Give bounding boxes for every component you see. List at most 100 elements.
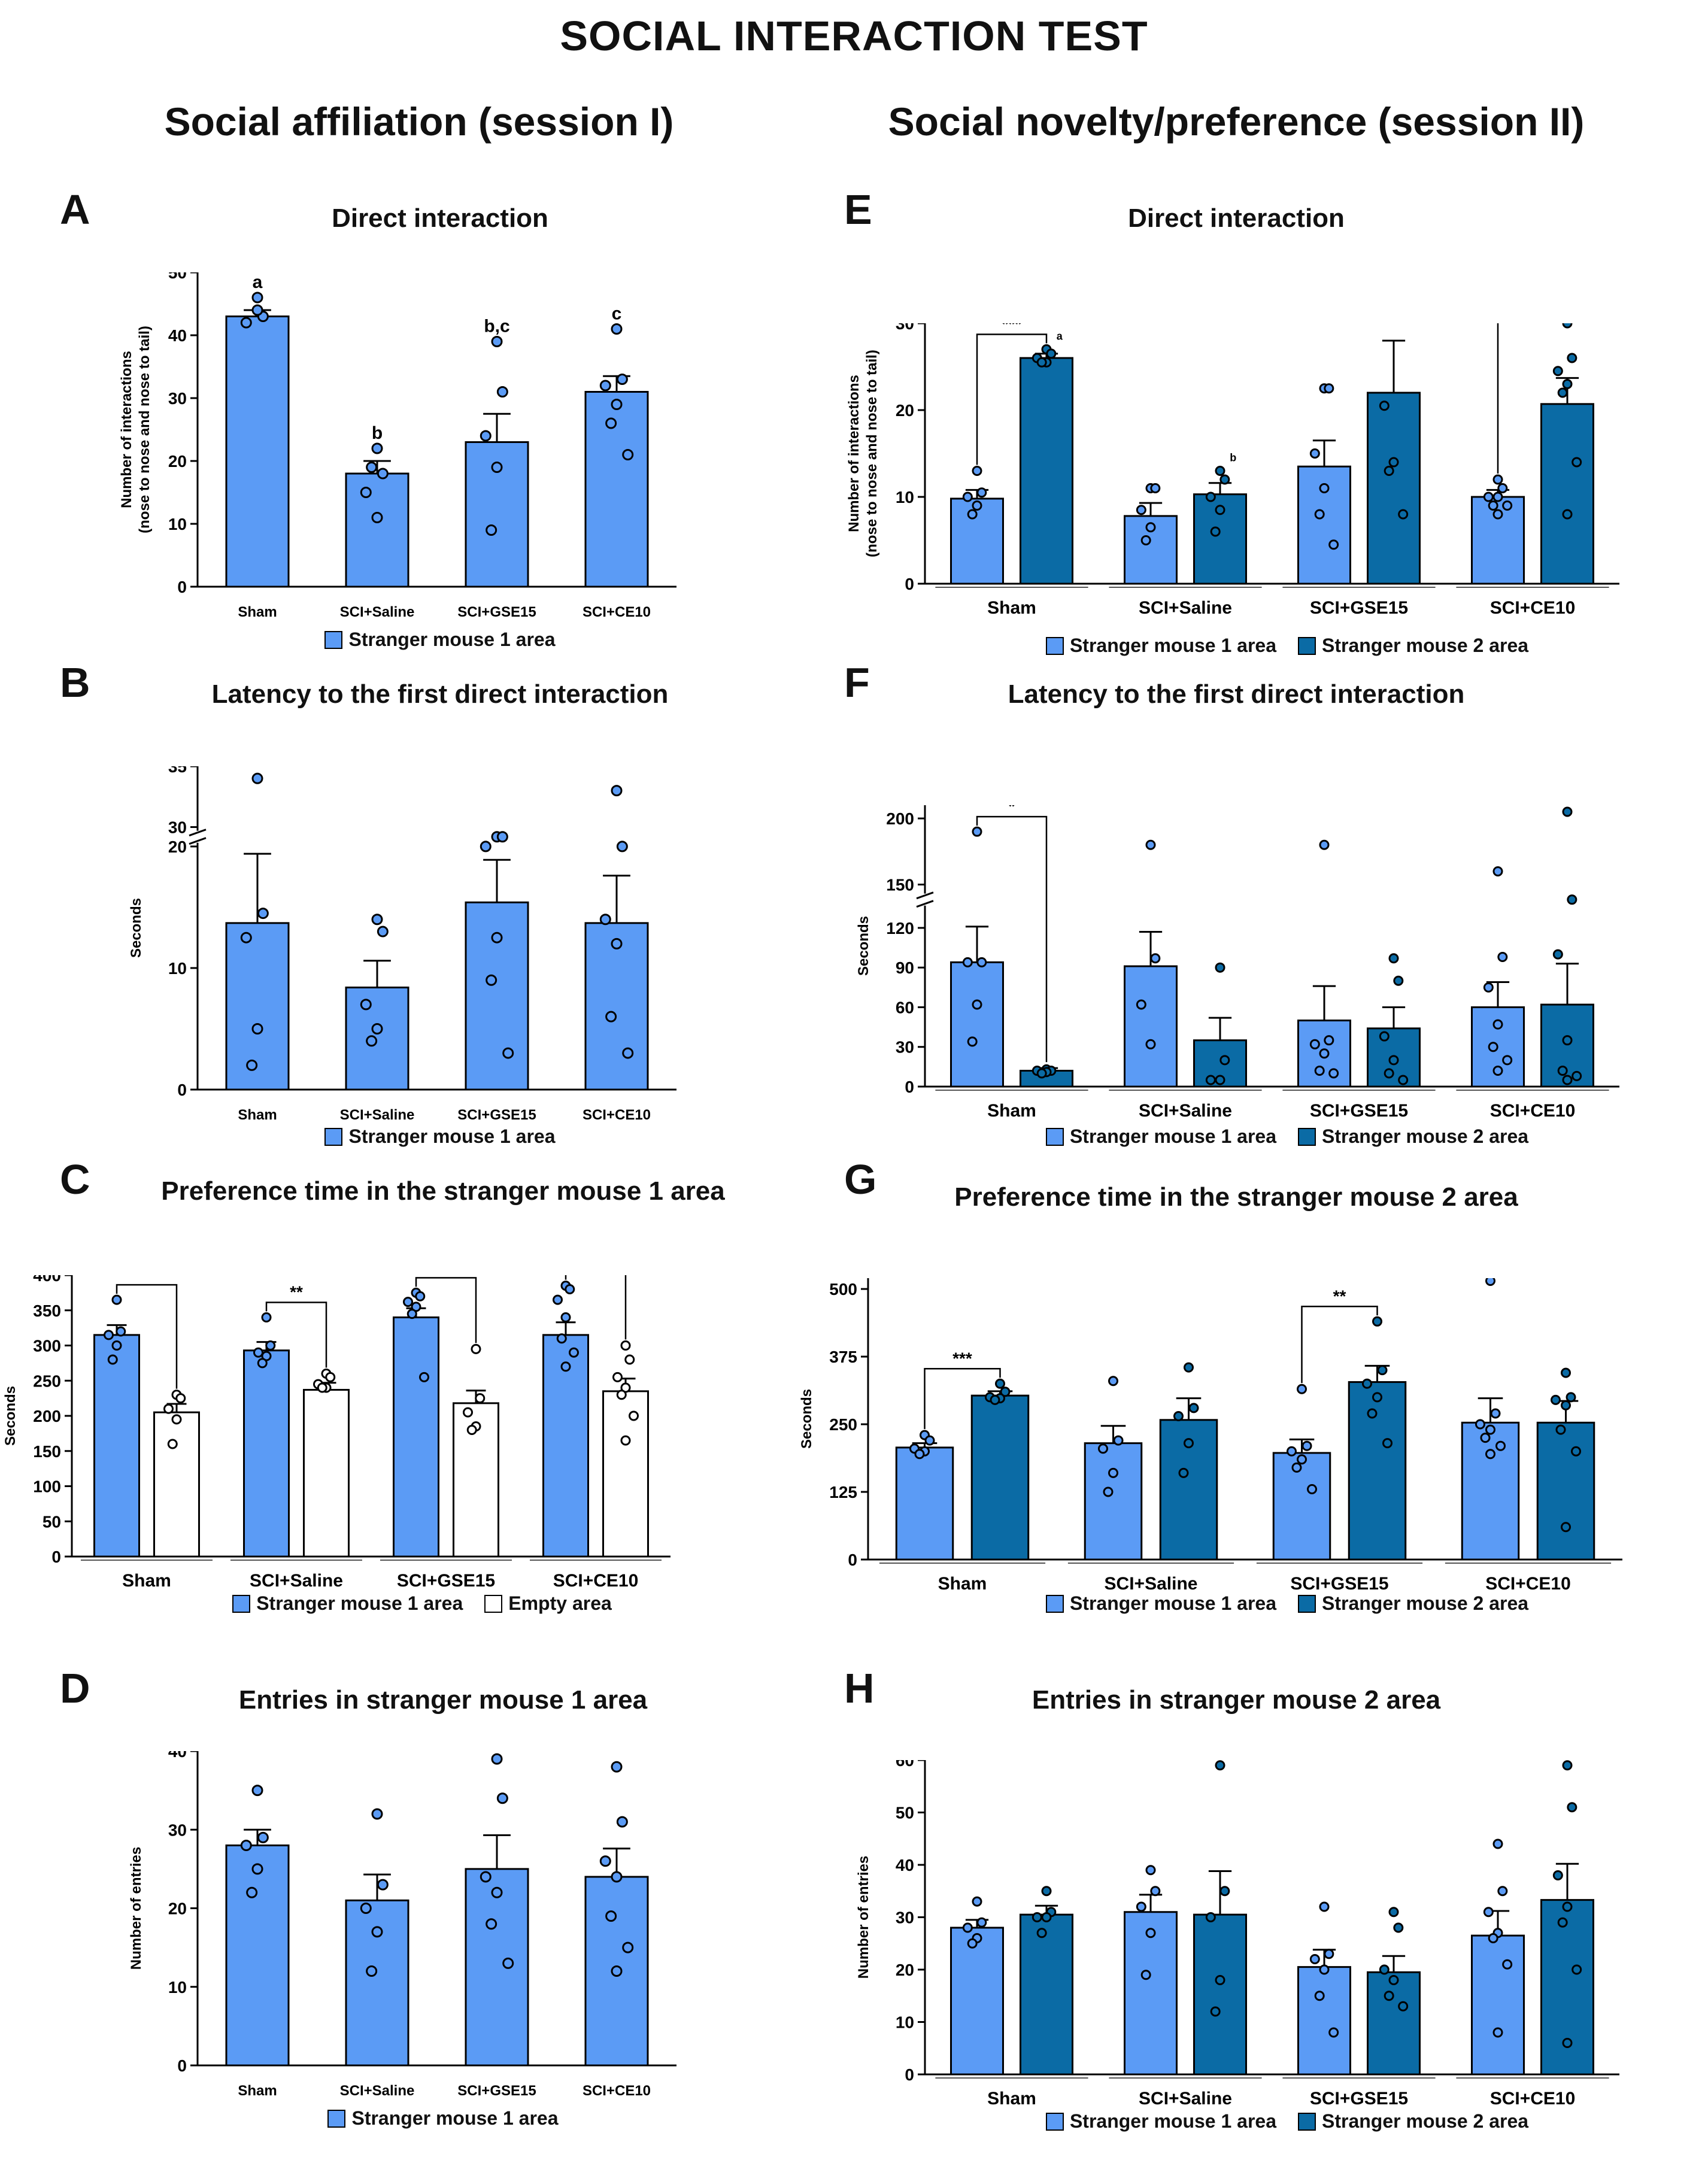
legend-g: Stranger mouse 1 area Stranger mouse 2 ar…: [1045, 1592, 1528, 1615]
data-point: [599, 380, 611, 392]
legend-item: Stranger mouse 2 area: [1298, 1592, 1528, 1615]
x-tick-label: SCI+GSE15: [1310, 598, 1408, 618]
chart-g: 0 125 250 375 500 Seconds Sham SCI+Saline SCI+GS…: [799, 1278, 1622, 1594]
x-tick-label: Sham: [987, 2089, 1036, 2109]
legend-item: Stranger mouse 2 area: [1298, 635, 1528, 657]
data-point: [1492, 1065, 1503, 1076]
data-point: [1291, 1462, 1302, 1473]
data-point: [1215, 1760, 1225, 1771]
chart-e: 0 10 20 30 Number of interactions (nose to no…: [846, 323, 1619, 618]
y-tick-label: 150: [886, 876, 914, 894]
significance-stars: **: [140, 1275, 153, 1284]
data-point: [1492, 1839, 1503, 1849]
bar: [584, 922, 649, 1091]
significance-stars: ***: [436, 1275, 456, 1276]
bar: [153, 1411, 200, 1558]
data-point: [116, 1326, 126, 1337]
data-point: [1485, 1424, 1495, 1435]
data-point: [1492, 509, 1503, 520]
data-point: [1502, 1055, 1513, 1066]
data-point: [1113, 1435, 1124, 1446]
data-point: [1215, 505, 1225, 515]
data-point: [253, 1347, 263, 1358]
data-point: [104, 1330, 114, 1340]
legend-e: Stranger mouse 1 area Stranger mouse 2 ar…: [1045, 635, 1528, 657]
data-point: [1372, 1392, 1382, 1403]
bar: [393, 1316, 439, 1558]
data-point: [1497, 1886, 1508, 1897]
data-point: [622, 449, 634, 460]
data-point: [972, 826, 982, 837]
data-point: [491, 1753, 503, 1765]
y-tick-label: 60: [896, 1760, 914, 1770]
data-point: [475, 1393, 486, 1404]
legend-swatch: [1298, 636, 1316, 655]
data-point: [611, 1761, 623, 1773]
y-tick-label: 20: [896, 1961, 914, 1979]
x-tick-label: SCI+CE10: [1490, 2089, 1576, 2109]
data-point: [1561, 1522, 1571, 1533]
data-point: [1379, 1031, 1390, 1042]
bar: [345, 986, 409, 1091]
data-point: [1210, 2006, 1221, 2017]
data-point: [1492, 1019, 1503, 1030]
data-point: [171, 1414, 182, 1425]
data-point: [1488, 1933, 1498, 1943]
data-point: [622, 1047, 634, 1059]
data-point: [976, 487, 987, 498]
data-point: [1562, 806, 1573, 817]
data-point: [1178, 1467, 1189, 1478]
data-point: [611, 1965, 623, 1977]
panel-letter-h: H: [844, 1665, 875, 1712]
legend-item: Stranger mouse 1 area: [1045, 2110, 1276, 2132]
data-point: [1150, 953, 1161, 964]
y-tick-label: 40: [168, 326, 187, 345]
data-point: [605, 417, 617, 429]
legend-item: Stranger mouse 1 area: [1045, 1592, 1276, 1615]
significance-stars: *: [1009, 805, 1015, 815]
comparison-bracket: [116, 1284, 178, 1389]
data-point: [1555, 1424, 1566, 1435]
data-point: [972, 999, 982, 1010]
data-point: [486, 1918, 497, 1930]
bar: [225, 1844, 290, 2067]
data-point: [377, 1879, 389, 1891]
data-point: [491, 336, 503, 347]
data-point: [1361, 1378, 1372, 1389]
y-tick-label: 10: [168, 959, 187, 978]
legend-swatch: [1298, 1594, 1316, 1613]
data-point: [1483, 492, 1494, 502]
x-tick-label: Sham: [238, 2083, 277, 2099]
legend-item: Stranger mouse 1 area: [327, 2107, 559, 2129]
data-point: [406, 1309, 417, 1319]
data-point: [1561, 1400, 1571, 1410]
legend-swatch: [1045, 1127, 1064, 1146]
data-point: [1032, 1912, 1042, 1922]
data-point: [1108, 1376, 1118, 1387]
chart-c: 0 50 100 150 200 250 300 350 400 Seconds Sham SCI+S…: [2, 1275, 671, 1591]
data-point: [967, 1036, 978, 1047]
data-point: [1145, 1865, 1156, 1876]
data-point: [1136, 505, 1146, 515]
data-point: [251, 1863, 263, 1875]
data-point: [1550, 1394, 1561, 1405]
data-point: [1041, 1886, 1052, 1897]
y-tick-label: 400: [33, 1275, 61, 1285]
y-tick-label: 0: [905, 1078, 914, 1096]
data-point: [1319, 1048, 1330, 1059]
data-point: [240, 317, 252, 329]
data-point: [1215, 1075, 1225, 1085]
data-point: [1393, 1922, 1404, 1933]
data-point: [1567, 894, 1577, 905]
bar: [1297, 1966, 1351, 2076]
legend-swatch: [232, 1594, 251, 1613]
data-point: [1562, 509, 1573, 520]
x-tick-label: SCI+Saline: [250, 1571, 343, 1591]
data-point: [1188, 1403, 1199, 1413]
data-point: [1552, 949, 1563, 960]
legend-label: Stranger mouse 1 area: [351, 2107, 559, 2129]
data-point: [1485, 1449, 1495, 1460]
figure-title: SOCIAL INTERACTION TEST: [560, 13, 1148, 59]
data-point: [1297, 1454, 1307, 1465]
